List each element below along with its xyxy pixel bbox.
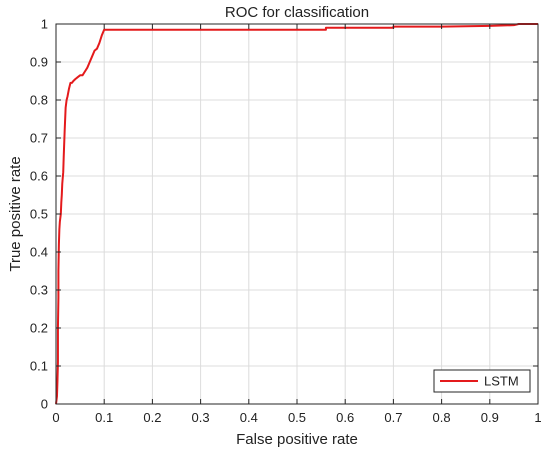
y-tick-label: 0 [41,397,48,412]
x-tick-label: 1 [534,410,541,425]
legend: LSTM [433,369,531,393]
y-tick-label: 0.4 [30,245,48,260]
y-tick-label: 0.9 [30,55,48,70]
y-tick-label: 0.7 [30,131,48,146]
x-tick-label: 0.6 [336,410,354,425]
y-tick-label: 0.6 [30,169,48,184]
y-tick-label: 0.5 [30,207,48,222]
y-tick-label: 0.1 [30,359,48,374]
x-tick-label: 0.3 [192,410,210,425]
y-tick-label: 1 [41,17,48,32]
x-tick-label: 0.2 [143,410,161,425]
x-tick-label: 0.1 [95,410,113,425]
x-tick-label: 0.7 [384,410,402,425]
y-tick-label: 0.3 [30,283,48,298]
legend-box [433,369,531,393]
x-tick-label: 0.5 [288,410,306,425]
y-tick-label: 0.8 [30,93,48,108]
y-tick-label: 0.2 [30,321,48,336]
series-layer [55,23,538,405]
legend-label-lstm: LSTM [484,374,519,389]
x-axis-label: False positive rate [236,431,358,448]
roc-curve-lstm [55,23,538,405]
x-tick-label: 0.8 [433,410,451,425]
chart-title: ROC for classification [225,4,369,21]
x-tick-label: 0.4 [240,410,258,425]
y-axis-ticks: 0 0.1 0.2 0.3 0.4 0.5 0.6 0.7 0.8 0.9 1 [30,17,538,412]
y-axis-label: True positive rate [7,156,24,271]
x-axis-ticks: 0 0.1 0.2 0.3 0.4 0.5 0.6 0.7 0.8 0.9 1 [52,24,542,425]
x-tick-label: 0 [52,410,59,425]
x-tick-label: 0.9 [481,410,499,425]
